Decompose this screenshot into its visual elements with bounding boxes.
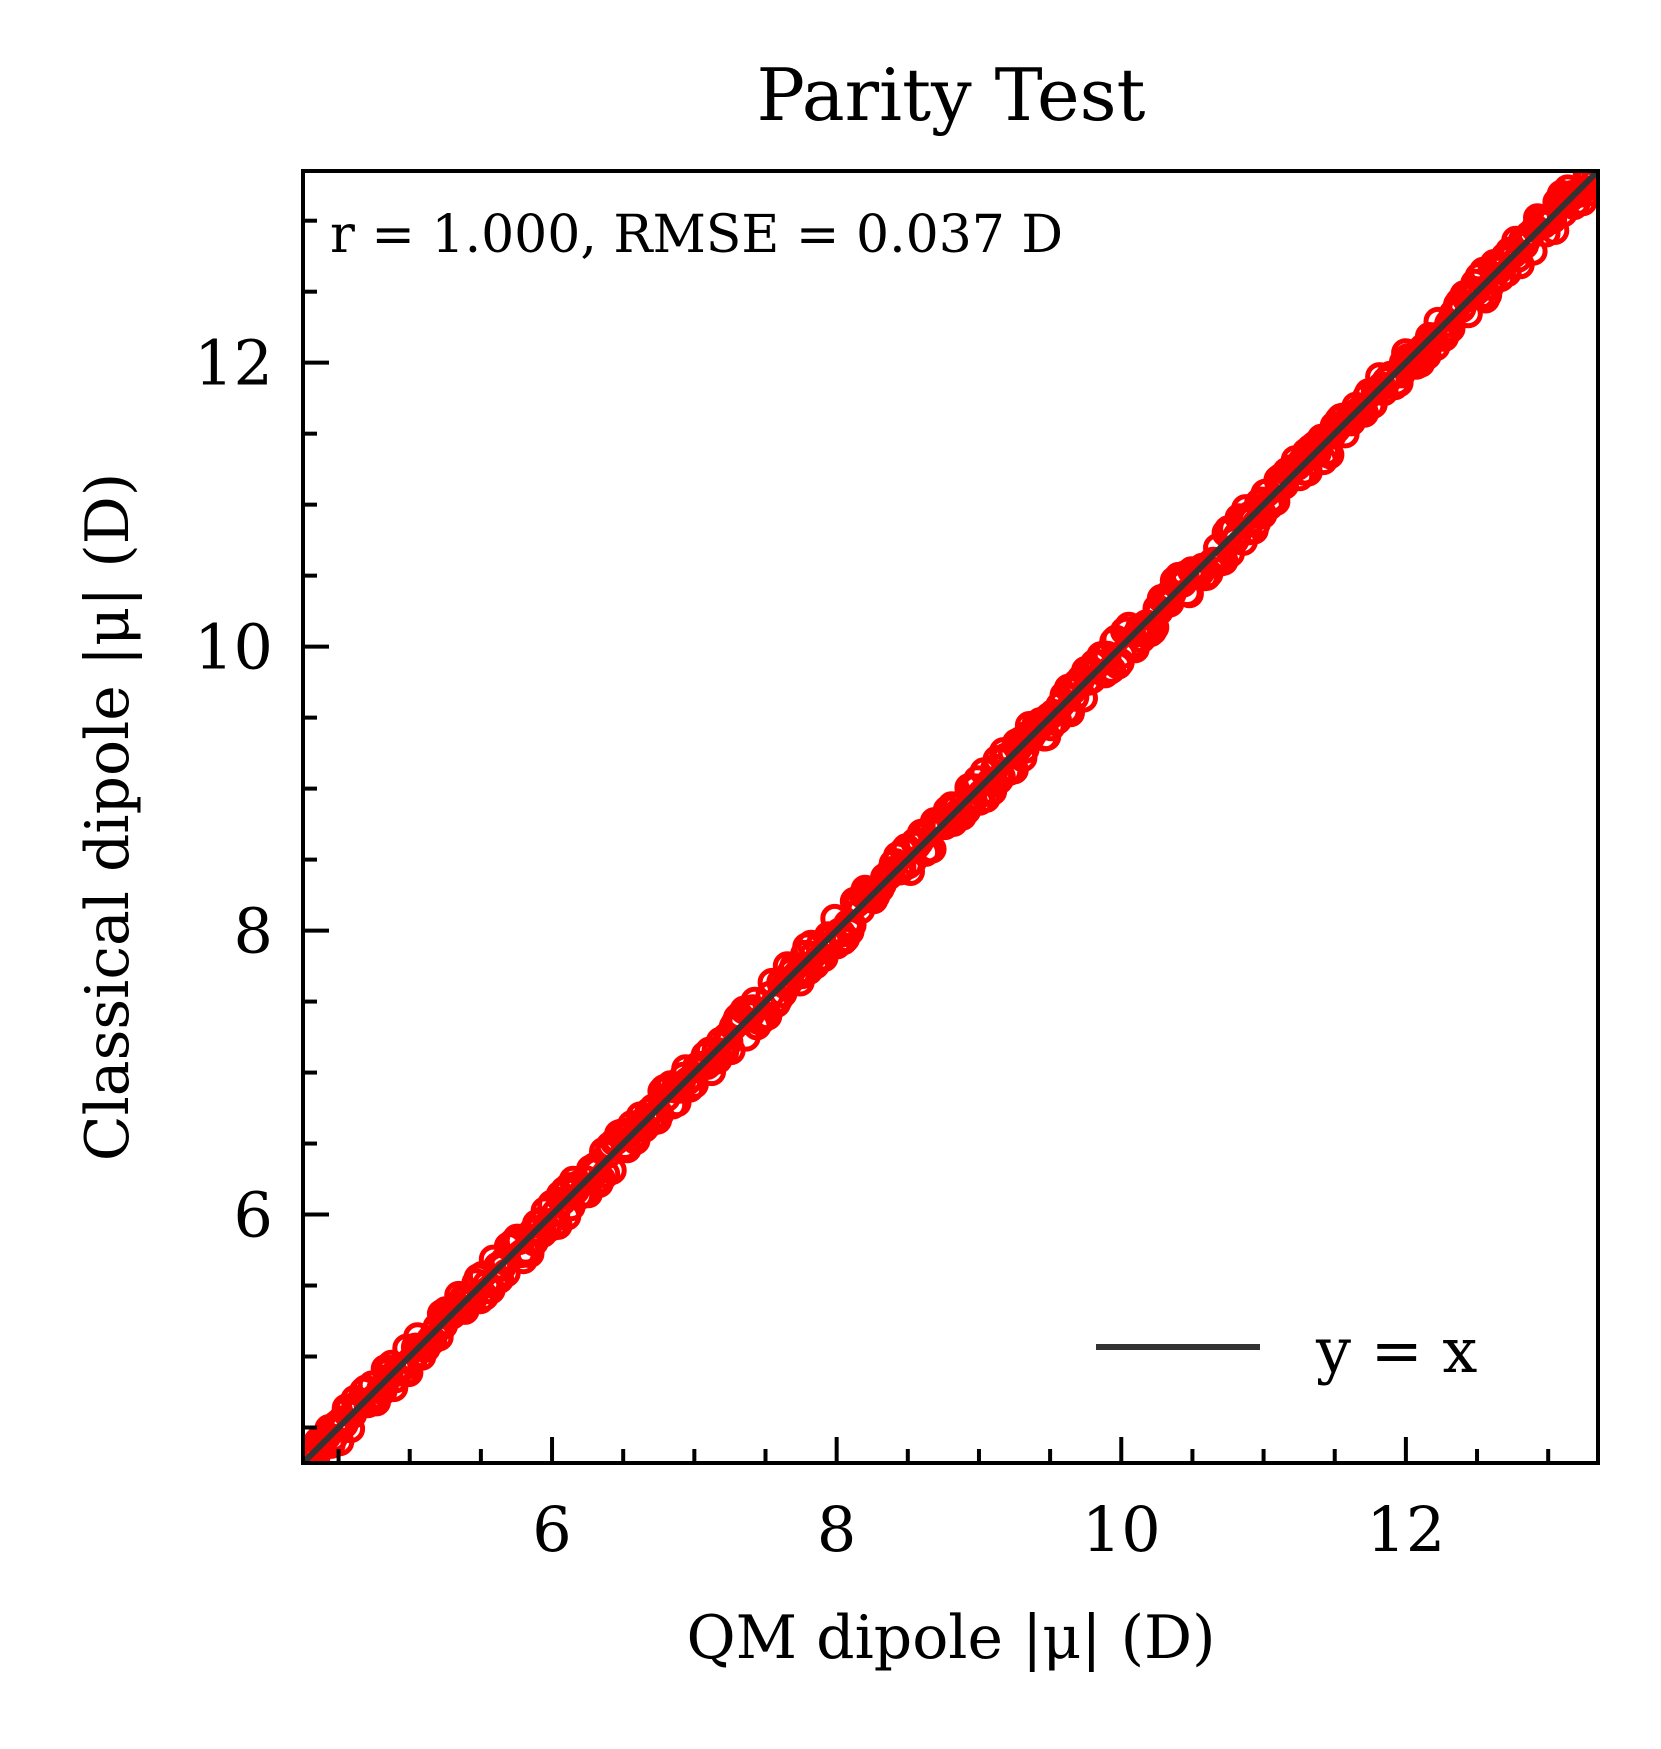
legend: y = x bbox=[1096, 1314, 1477, 1387]
scatter-point bbox=[291, 1468, 315, 1492]
y-tick-label: 10 bbox=[194, 611, 273, 684]
y-tick-label: 12 bbox=[194, 327, 273, 400]
reference-line-y-equals-x bbox=[303, 171, 1598, 1463]
x-tick-label: 6 bbox=[532, 1493, 571, 1566]
y-tick-label: 8 bbox=[234, 895, 273, 968]
y-axis-label: Classical dipole |μ| (D) bbox=[73, 473, 143, 1162]
scatter-point bbox=[1581, 171, 1598, 186]
chart-title: Parity Test bbox=[756, 53, 1145, 137]
x-tick-label: 8 bbox=[817, 1493, 856, 1566]
legend-label: y = x bbox=[1315, 1314, 1477, 1387]
scatter-point bbox=[1315, 440, 1345, 470]
plot-area bbox=[291, 169, 1600, 1492]
axis-ticks: 6 8 10 12 6 8 10 12 bbox=[194, 218, 1551, 1566]
plot-frame bbox=[301, 169, 1600, 1465]
scatter-point bbox=[1572, 171, 1598, 189]
x-tick-label: 10 bbox=[1082, 1493, 1161, 1566]
scatter-point bbox=[1579, 171, 1598, 198]
y-tick-label: 6 bbox=[234, 1179, 273, 1252]
x-tick-label: 12 bbox=[1366, 1493, 1445, 1566]
x-axis-label: QM dipole |μ| (D) bbox=[686, 1603, 1215, 1673]
scatter-point bbox=[1583, 171, 1598, 190]
stats-annotation: r = 1.000, RMSE = 0.037 D bbox=[330, 205, 1063, 265]
